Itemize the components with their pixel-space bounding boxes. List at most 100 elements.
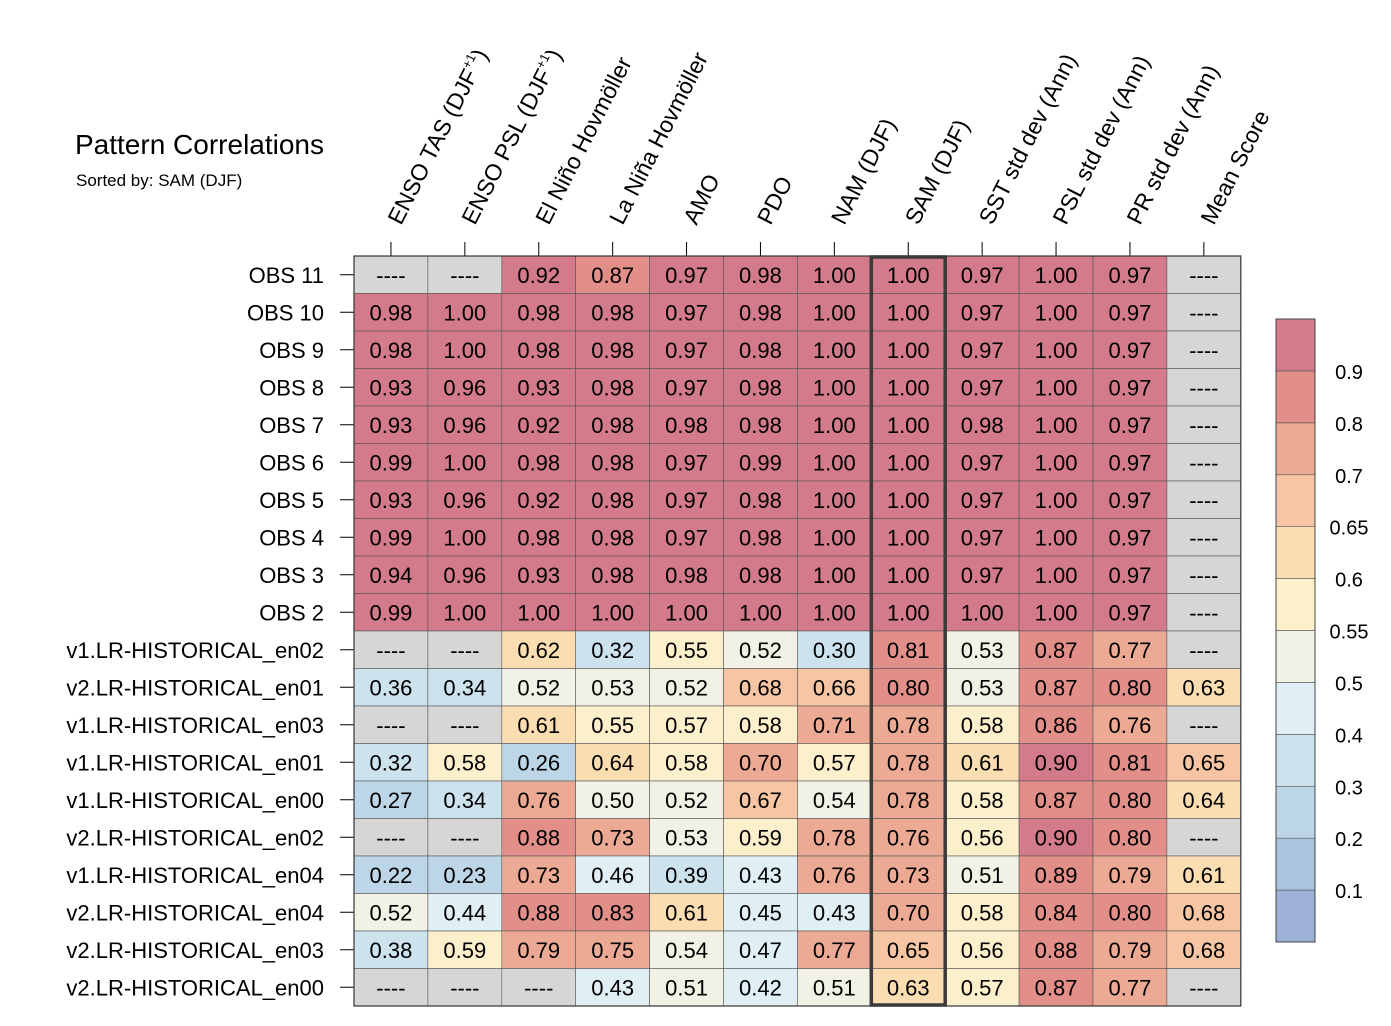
heatmap-cell	[1092, 330, 1168, 369]
heatmap-cell	[1018, 668, 1094, 707]
heatmap-cell	[1092, 480, 1168, 519]
cell-value-label: 0.99	[370, 600, 413, 625]
heatmap-cell	[1018, 968, 1094, 1007]
cell-value-label: 0.51	[961, 863, 1004, 888]
row-label: OBS 8	[259, 375, 324, 400]
cell-value-label: 0.79	[1109, 863, 1152, 888]
cell-value-label: 0.57	[813, 750, 856, 775]
cell-value-label: 0.63	[1182, 675, 1225, 700]
cell-value-label: 0.98	[591, 413, 634, 438]
cell-value-label: 0.87	[1035, 975, 1078, 1000]
heatmap-cell	[723, 705, 798, 744]
cell-value-label: 0.84	[1035, 900, 1078, 925]
cell-value-label: ----	[1189, 525, 1218, 550]
colorbar-bin	[1275, 734, 1316, 787]
cell-value-label: 1.00	[887, 525, 930, 550]
cell-value-label: 0.98	[739, 563, 782, 588]
cell-value-label: 1.00	[813, 563, 856, 588]
cell-value-label: 1.00	[813, 413, 856, 438]
heatmap-cell	[501, 593, 576, 632]
cell-value-label: 0.56	[961, 938, 1004, 963]
heatmap-cell	[427, 443, 503, 482]
colorbar-tick-label: 0.1	[1335, 881, 1363, 903]
cell-value-label: 0.98	[739, 263, 782, 288]
cell-value-label: 0.79	[517, 938, 560, 963]
heatmap-cell	[353, 368, 429, 407]
cell-value-label: 0.77	[1109, 975, 1152, 1000]
heatmap-cell	[797, 405, 872, 444]
heatmap-cell	[575, 368, 650, 407]
cell-value-label: 0.67	[739, 788, 782, 813]
heatmap-cell	[427, 593, 503, 632]
cell-value-label: ----	[1189, 300, 1218, 325]
cell-value-label: 0.97	[961, 375, 1004, 400]
cell-value-label: 0.54	[813, 788, 856, 813]
cell-value-label: 0.68	[1182, 938, 1225, 963]
cell-value-label: ----	[450, 713, 479, 738]
cell-value-label: 0.80	[1109, 788, 1152, 813]
cell-value-label: 0.55	[665, 638, 708, 663]
cell-value-label: 1.00	[813, 525, 856, 550]
heatmap-cell	[575, 555, 650, 594]
cell-value-label: 0.78	[887, 788, 930, 813]
cell-value-label: ----	[376, 638, 405, 663]
cell-value-label: 0.61	[961, 750, 1004, 775]
heatmap-cell	[501, 893, 576, 932]
cell-value-label: 0.96	[443, 413, 486, 438]
row-label: OBS 10	[247, 300, 324, 325]
cell-value-label: 0.97	[1109, 413, 1152, 438]
heatmap-cell	[501, 293, 576, 332]
cell-value-label: 0.97	[665, 488, 708, 513]
column-label: NAM (DJF)	[826, 114, 901, 228]
heatmap-cell	[723, 555, 798, 594]
heatmap-cell	[1018, 705, 1094, 744]
cell-value-label: 0.78	[887, 713, 930, 738]
heatmap-cell	[1018, 330, 1094, 369]
heatmap-cell	[944, 630, 1020, 669]
colorbar: 0.1 0.2 0.3 0.4 0.5 0.55 0.6 0.65 0.7 0.8 0.9	[1275, 318, 1368, 943]
cell-value-label: 0.97	[961, 450, 1004, 475]
heatmap-cell	[427, 630, 503, 669]
heatmap-cell	[353, 855, 429, 894]
heatmap-cell	[723, 668, 798, 707]
cell-value-label: 0.97	[961, 488, 1004, 513]
colorbar-tick-label: 0.9	[1335, 362, 1363, 384]
colorbar-tick-label: 0.8	[1335, 414, 1363, 436]
heatmap-cell	[944, 668, 1020, 707]
heatmap-cell	[649, 818, 724, 857]
cell-value-label: 0.76	[1109, 713, 1152, 738]
row-label: v2.LR-HISTORICAL_en04	[66, 900, 324, 925]
cell-value-label: 0.97	[665, 525, 708, 550]
heatmap-cell	[1018, 518, 1094, 557]
cell-value-label: 0.64	[1182, 788, 1225, 813]
heatmap-cell	[723, 968, 798, 1007]
heatmap-cell	[501, 968, 576, 1007]
cell-value-label: 0.93	[517, 563, 560, 588]
cell-value-label: 0.97	[961, 338, 1004, 363]
colorbar-tick-label: 0.6	[1335, 570, 1363, 592]
cell-value-label: 1.00	[887, 413, 930, 438]
heatmap-cell	[870, 968, 946, 1007]
cell-value-label: 0.87	[1035, 675, 1078, 700]
heatmap-cell	[575, 705, 650, 744]
heatmap-cell	[353, 930, 429, 969]
heatmap-cell	[501, 630, 576, 669]
heatmap-cell	[1166, 480, 1242, 519]
heatmap-cell	[427, 818, 503, 857]
colorbar-tick-label: 0.5	[1335, 673, 1363, 695]
colorbar-bin	[1275, 422, 1316, 476]
heatmap-cell	[870, 480, 946, 519]
cell-value-label: 1.00	[1035, 488, 1078, 513]
cell-value-label: 1.00	[887, 263, 930, 288]
cell-value-label: 0.61	[665, 900, 708, 925]
cell-value-label: ----	[1189, 413, 1218, 438]
cell-value-label: 0.88	[517, 825, 560, 850]
cell-value-label: 1.00	[1035, 263, 1078, 288]
cell-value-label: 0.56	[961, 825, 1004, 850]
cell-value-label: 0.98	[961, 413, 1004, 438]
cell-value-label: 0.97	[961, 563, 1004, 588]
cell-value-label: 1.00	[813, 300, 856, 325]
column-labels: ENSO TAS (DJF+1)ENSO PSL (DJF+1)El Niño …	[382, 45, 1275, 256]
heatmap-cell	[649, 330, 724, 369]
cell-value-label: 0.36	[370, 675, 413, 700]
